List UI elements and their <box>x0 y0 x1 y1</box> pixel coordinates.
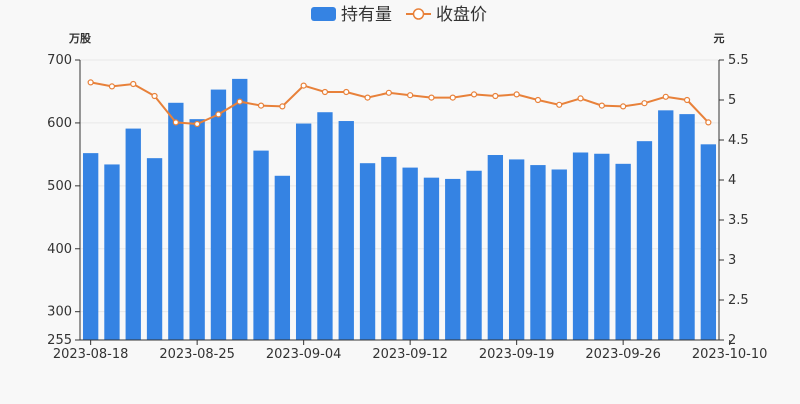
right-tick-label: 3 <box>728 253 736 268</box>
holding-bar[interactable] <box>146 158 163 340</box>
close-price-point[interactable] <box>428 94 435 101</box>
close-price-point[interactable] <box>343 88 350 96</box>
right-tick-label: 4 <box>728 173 736 188</box>
x-tick-label: 2023-09-19 <box>479 347 555 362</box>
right-tick-label: 3.5 <box>728 213 749 228</box>
close-price-point[interactable] <box>194 120 201 128</box>
holding-bar[interactable] <box>338 121 354 340</box>
x-tick-label: 2023-08-18 <box>53 347 129 362</box>
close-price-point[interactable] <box>641 100 648 107</box>
right-tick-label: 5.5 <box>728 53 749 68</box>
x-tick-label: 2023-10-10 <box>692 347 768 362</box>
holding-bar[interactable] <box>104 164 120 340</box>
close-price-point[interactable] <box>492 92 499 100</box>
close-price-point[interactable] <box>108 83 116 90</box>
holding-bar[interactable] <box>232 78 248 340</box>
left-tick-label: 600 <box>47 116 72 131</box>
close-price-point[interactable] <box>300 82 307 89</box>
close-price-line <box>87 79 712 128</box>
holding-bar[interactable] <box>700 144 717 340</box>
left-axis-unit: 万股 <box>68 32 92 45</box>
axes: 255 300 400 500 600 700 2 2.5 3 3.5 4 4.5 5 5.5 2023-0… <box>47 53 767 362</box>
holding-bar[interactable] <box>274 175 291 340</box>
holding-bar[interactable] <box>125 128 141 340</box>
left-tick-label: 300 <box>47 305 72 320</box>
close-price-point[interactable] <box>705 119 712 126</box>
left-tick-label: 255 <box>47 333 72 348</box>
close-price-point[interactable] <box>407 92 414 99</box>
holding-bar[interactable] <box>381 156 397 340</box>
close-price-point[interactable] <box>172 119 179 126</box>
close-price-point[interactable] <box>364 94 371 101</box>
right-axis-unit: 元 <box>714 32 725 45</box>
close-price-point[interactable] <box>385 89 392 96</box>
close-price-point[interactable] <box>151 92 158 100</box>
legend-line-label[interactable]: 收盘价 <box>436 5 487 25</box>
legend[interactable]: 持有量 收盘价 <box>311 5 487 25</box>
holding-bar[interactable] <box>487 155 504 340</box>
left-tick-label: 500 <box>47 179 72 194</box>
close-price-point[interactable] <box>321 88 329 96</box>
right-tick-label: 5 <box>728 93 736 108</box>
x-tick-label: 2023-08-25 <box>159 347 235 362</box>
holding-bar[interactable] <box>508 159 525 340</box>
holding-bar[interactable] <box>658 110 674 340</box>
close-price-point[interactable] <box>449 94 456 101</box>
close-price-point[interactable] <box>279 103 286 110</box>
x-tick-label: 2023-09-12 <box>372 347 448 362</box>
holding-bar[interactable] <box>295 123 312 340</box>
close-price-point[interactable] <box>620 103 627 110</box>
holding-bar[interactable] <box>317 112 333 340</box>
holding-bar[interactable] <box>423 177 440 340</box>
holding-bar[interactable] <box>551 169 567 340</box>
close-price-point[interactable] <box>130 80 137 88</box>
legend-bar-swatch[interactable] <box>311 7 336 21</box>
close-price-point[interactable] <box>556 101 563 108</box>
holding-bar[interactable] <box>210 89 227 341</box>
holding-bar[interactable] <box>168 102 184 340</box>
close-price-point[interactable] <box>598 102 605 109</box>
close-price-point[interactable] <box>470 91 478 98</box>
close-price-point[interactable] <box>87 79 94 86</box>
holding-bar[interactable] <box>189 119 205 341</box>
close-price-point[interactable] <box>513 91 520 98</box>
x-tick-label: 2023-09-04 <box>266 347 342 362</box>
holding-bar[interactable] <box>572 152 589 340</box>
left-tick-label: 400 <box>47 242 72 257</box>
right-tick-label: 2.5 <box>728 293 749 308</box>
holding-bar[interactable] <box>615 163 631 340</box>
close-price-point[interactable] <box>683 96 691 104</box>
holding-bar[interactable] <box>636 141 653 340</box>
close-price-point[interactable] <box>215 111 222 118</box>
holding-bar[interactable] <box>402 167 418 340</box>
holding-bar[interactable] <box>359 163 376 340</box>
holding-bar[interactable] <box>82 153 99 340</box>
legend-line-marker <box>412 8 425 20</box>
holding-bar[interactable] <box>466 170 482 340</box>
right-tick-label: 2 <box>728 333 736 348</box>
holding-bar[interactable] <box>530 165 546 340</box>
close-price-path <box>90 81 710 126</box>
close-price-point[interactable] <box>534 96 542 104</box>
holding-bar[interactable] <box>253 150 269 340</box>
legend-bar-label[interactable]: 持有量 <box>341 5 392 25</box>
close-price-point[interactable] <box>236 98 243 105</box>
right-tick-label: 4.5 <box>728 133 749 148</box>
x-tick-label: 2023-09-26 <box>585 347 661 362</box>
close-price-point[interactable] <box>662 93 669 100</box>
holding-bar[interactable] <box>679 114 695 340</box>
holdings-bars <box>82 78 717 341</box>
holding-bar[interactable] <box>445 178 461 340</box>
holding-bar[interactable] <box>594 153 610 340</box>
left-tick-label: 700 <box>47 53 72 68</box>
close-price-point[interactable] <box>257 102 265 109</box>
close-price-point[interactable] <box>577 95 584 102</box>
